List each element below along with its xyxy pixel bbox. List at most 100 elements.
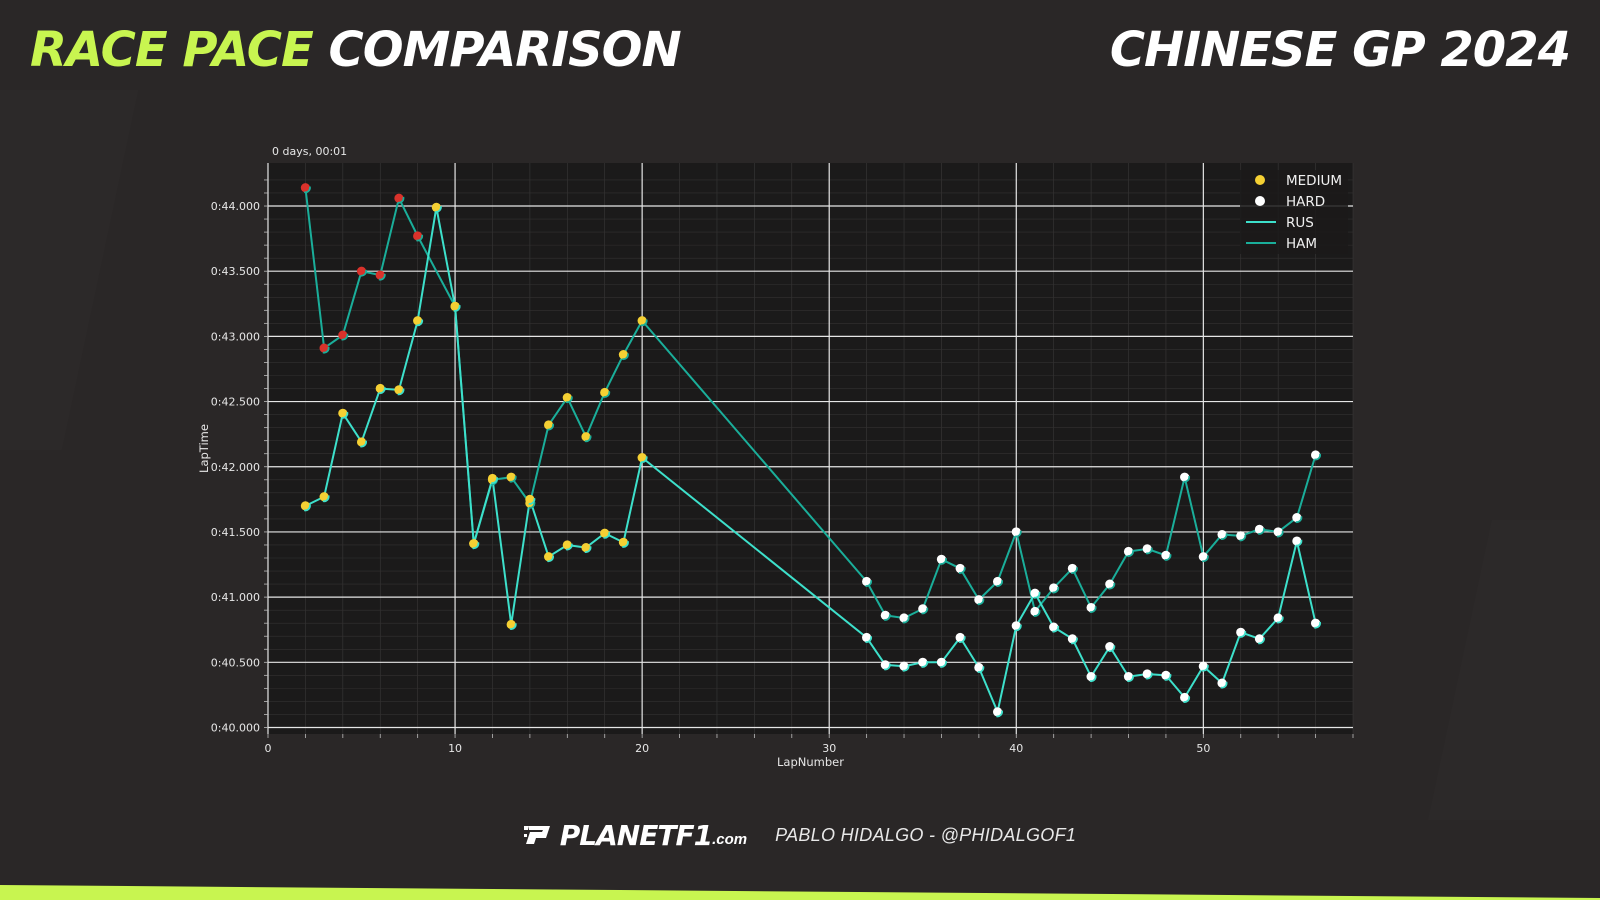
data-point-edge xyxy=(584,546,592,553)
data-point-edge xyxy=(1145,547,1153,555)
data-point-edge xyxy=(977,598,985,606)
data-point-edge xyxy=(1314,621,1322,629)
x-tick-label: 40 xyxy=(1009,742,1023,755)
data-point-ham xyxy=(375,270,385,280)
data-point-edge xyxy=(1183,475,1191,483)
data-point-rus xyxy=(862,632,872,643)
y-axis-label: LapTime xyxy=(197,424,211,473)
data-point-ham xyxy=(637,316,647,326)
data-point-rus xyxy=(1161,670,1171,680)
data-point-edge xyxy=(528,501,536,509)
data-point-edge xyxy=(1164,553,1172,561)
data-point-rus xyxy=(1011,621,1021,631)
data-point-ham xyxy=(413,231,423,241)
data-point-edge xyxy=(1201,555,1209,563)
data-point-edge xyxy=(865,580,873,587)
y-tick-label: 0:40.500 xyxy=(211,656,260,669)
data-point-edge xyxy=(1276,530,1284,538)
planetf1-logo-mark-icon xyxy=(523,826,550,844)
data-point-edge xyxy=(1258,527,1265,535)
legend-label: HAM xyxy=(1286,236,1317,252)
data-point-ham xyxy=(581,432,591,442)
data-point-edge xyxy=(547,423,555,431)
data-point-edge xyxy=(940,660,947,668)
data-point-edge xyxy=(1052,625,1060,633)
data-point-rus xyxy=(955,632,965,643)
data-point-edge xyxy=(1052,586,1060,594)
data-point-ham xyxy=(1198,552,1208,562)
data-point-edge xyxy=(1127,675,1134,683)
data-point-edge xyxy=(397,388,405,396)
data-point-edge xyxy=(1033,610,1041,617)
data-point-edge xyxy=(1295,516,1303,524)
legend-marker xyxy=(1255,175,1265,185)
data-point-edge xyxy=(378,387,386,394)
x-tick-label: 30 xyxy=(822,742,836,755)
data-point-rus xyxy=(431,202,441,212)
data-point-ham xyxy=(544,420,554,430)
data-point-edge xyxy=(622,540,629,548)
data-point-edge xyxy=(378,273,386,281)
data-point-edge xyxy=(1033,591,1041,599)
data-point-ham xyxy=(1292,512,1302,523)
y-tick-label: 0:44.000 xyxy=(211,200,260,213)
data-point-rus xyxy=(1198,661,1208,671)
data-point-ham xyxy=(955,563,965,574)
y-tick-label: 0:41.500 xyxy=(211,526,260,539)
data-point-ham xyxy=(319,343,329,353)
data-point-rus xyxy=(1142,669,1152,679)
x-tick-label: 0 xyxy=(265,742,272,755)
data-point-edge xyxy=(1295,539,1303,547)
data-point-edge xyxy=(322,346,330,354)
data-point-ham xyxy=(1123,546,1134,557)
data-point-rus xyxy=(356,437,367,447)
planetf1-logo: PLANETF1 .com xyxy=(523,819,748,852)
data-point-edge xyxy=(509,475,517,483)
data-point-ham xyxy=(1273,527,1283,537)
data-point-edge xyxy=(1108,582,1116,590)
data-point-edge xyxy=(958,636,966,643)
data-point-edge xyxy=(416,319,424,327)
data-point-rus xyxy=(300,501,311,511)
y-tick-label: 0:43.500 xyxy=(211,265,260,278)
data-point-ham xyxy=(1049,583,1059,593)
page-title: RACE PACE COMPARISON xyxy=(30,18,682,82)
y-tick-label: 0:42.500 xyxy=(211,396,260,409)
data-point-edge xyxy=(902,664,910,672)
data-point-edge xyxy=(1220,533,1228,540)
data-point-ham xyxy=(618,350,629,360)
data-point-edge xyxy=(453,304,461,312)
data-point-edge xyxy=(509,623,517,630)
brand-suffix: .com xyxy=(712,830,748,848)
data-point-rus xyxy=(618,537,629,547)
data-point-ham xyxy=(356,266,367,276)
data-point-edge xyxy=(1089,606,1097,613)
data-point-edge xyxy=(883,663,891,671)
data-point-edge xyxy=(303,504,311,512)
data-point-ham xyxy=(974,595,984,605)
data-point-rus xyxy=(1123,672,1134,682)
data-point-rus xyxy=(918,657,928,667)
data-point-ham xyxy=(1161,550,1171,560)
data-point-edge xyxy=(1145,672,1153,680)
data-point-rus xyxy=(1180,692,1190,703)
data-point-edge xyxy=(1258,637,1265,645)
data-point-edge xyxy=(902,616,910,624)
data-point-edge xyxy=(640,456,648,464)
data-point-ham xyxy=(1086,602,1096,613)
title-accent: RACE PACE xyxy=(30,22,314,78)
title-rest: COMPARISON xyxy=(328,22,682,78)
data-point-ham xyxy=(1180,472,1190,482)
data-point-rus xyxy=(525,494,535,504)
data-point-edge xyxy=(360,269,367,277)
data-point-edge xyxy=(883,613,891,621)
plot-area xyxy=(268,163,1353,734)
data-point-edge xyxy=(341,333,349,341)
data-point-ham xyxy=(1142,544,1152,554)
data-point-rus xyxy=(880,660,890,670)
data-point-edge xyxy=(603,391,611,398)
data-point-edge xyxy=(1127,550,1134,557)
data-point-rus xyxy=(581,542,591,553)
x-tick-label: 50 xyxy=(1196,742,1210,755)
data-point-edge xyxy=(977,666,985,673)
